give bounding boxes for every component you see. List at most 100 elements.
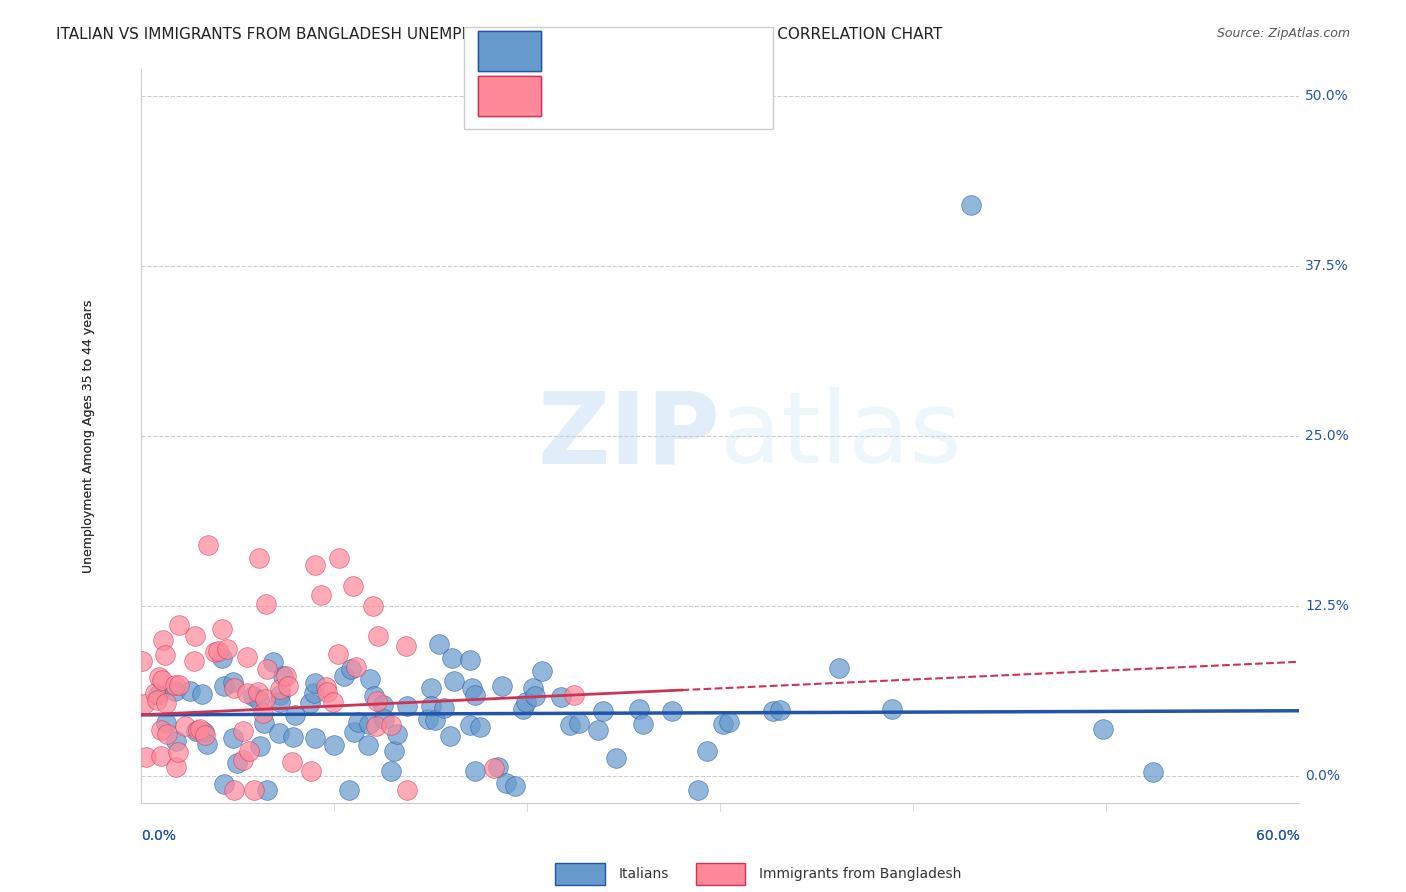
Text: R =: R =: [555, 44, 593, 58]
Point: [232, 753, 254, 767]
Text: atlas: atlas: [720, 387, 962, 484]
Text: Immigrants from Bangladesh: Immigrants from Bangladesh: [759, 867, 962, 881]
Point: [316, 684, 339, 698]
Point: [304, 558, 326, 573]
Text: 0.0%: 0.0%: [141, 829, 176, 843]
Point: [247, 685, 270, 699]
Point: [696, 744, 718, 758]
Point: [299, 764, 322, 779]
Point: [486, 760, 509, 774]
Point: [304, 731, 326, 746]
Text: Unemployment Among Ages 35 to 44 years: Unemployment Among Ages 35 to 44 years: [82, 299, 96, 573]
Point: [242, 690, 264, 704]
Point: [633, 716, 655, 731]
Point: [416, 712, 439, 726]
Point: [184, 629, 207, 643]
Text: 0.0%: 0.0%: [141, 829, 176, 843]
Point: [458, 653, 481, 667]
Point: [163, 678, 186, 692]
Point: [550, 690, 572, 705]
Point: [628, 702, 651, 716]
Point: [254, 597, 277, 611]
Point: [197, 538, 219, 552]
Point: [332, 669, 354, 683]
Point: [166, 745, 188, 759]
Point: [373, 698, 395, 713]
Point: [523, 689, 546, 703]
Point: [236, 650, 259, 665]
Text: 0.025: 0.025: [614, 44, 662, 58]
Point: [183, 654, 205, 668]
Point: [284, 708, 307, 723]
Point: [443, 673, 465, 688]
Point: [357, 716, 380, 731]
Point: [271, 669, 294, 683]
Text: N =: N =: [658, 89, 706, 103]
Point: [960, 197, 983, 211]
Point: [150, 673, 173, 688]
Point: [423, 713, 446, 727]
Point: [215, 642, 238, 657]
Point: [222, 782, 245, 797]
Point: [187, 723, 209, 737]
Point: [713, 716, 735, 731]
Point: [256, 782, 278, 797]
Point: [761, 704, 783, 718]
Point: [226, 756, 249, 771]
Point: [558, 718, 581, 732]
Point: [153, 648, 176, 663]
Point: [439, 729, 461, 743]
Point: [243, 782, 266, 797]
Point: [367, 628, 389, 642]
Text: 50.0%: 50.0%: [1305, 88, 1348, 103]
Point: [427, 637, 450, 651]
Point: [195, 737, 218, 751]
Point: [269, 681, 291, 696]
Text: 0.123: 0.123: [614, 89, 662, 103]
Point: [256, 662, 278, 676]
Point: [207, 644, 229, 658]
Point: [592, 704, 614, 718]
Text: Source: ZipAtlas.com: Source: ZipAtlas.com: [1216, 27, 1350, 40]
Point: [495, 776, 517, 790]
Point: [134, 697, 156, 711]
Point: [252, 706, 274, 720]
Point: [433, 700, 456, 714]
Point: [222, 731, 245, 745]
Point: [468, 720, 491, 734]
Text: R =: R =: [555, 89, 593, 103]
Point: [380, 764, 402, 778]
Point: [236, 686, 259, 700]
Point: [373, 712, 395, 726]
Point: [145, 686, 167, 700]
Point: [322, 695, 344, 709]
Point: [337, 782, 360, 797]
Point: [163, 684, 186, 698]
Point: [512, 702, 534, 716]
Point: [359, 672, 381, 686]
Point: [522, 681, 544, 695]
Point: [419, 681, 441, 696]
Text: ITALIAN VS IMMIGRANTS FROM BANGLADESH UNEMPLOYMENT AMONG AGES 35 TO 44 YEARS COR: ITALIAN VS IMMIGRANTS FROM BANGLADESH UN…: [56, 27, 942, 42]
Point: [420, 698, 443, 713]
Text: 25.0%: 25.0%: [1305, 429, 1348, 443]
Point: [156, 727, 179, 741]
Point: [661, 704, 683, 718]
Text: Italians: Italians: [619, 867, 669, 881]
Point: [212, 777, 235, 791]
Point: [165, 759, 187, 773]
Point: [173, 718, 195, 732]
Point: [361, 599, 384, 613]
Point: [328, 647, 350, 661]
Point: [382, 743, 405, 757]
Point: [150, 723, 173, 737]
Point: [277, 679, 299, 693]
Point: [482, 761, 505, 775]
Point: [1142, 765, 1164, 780]
Point: [131, 654, 153, 668]
Text: 60.0%: 60.0%: [1256, 829, 1299, 843]
Point: [194, 728, 217, 742]
Text: 60.0%: 60.0%: [1256, 829, 1299, 843]
Point: [503, 779, 526, 793]
Point: [165, 733, 187, 747]
